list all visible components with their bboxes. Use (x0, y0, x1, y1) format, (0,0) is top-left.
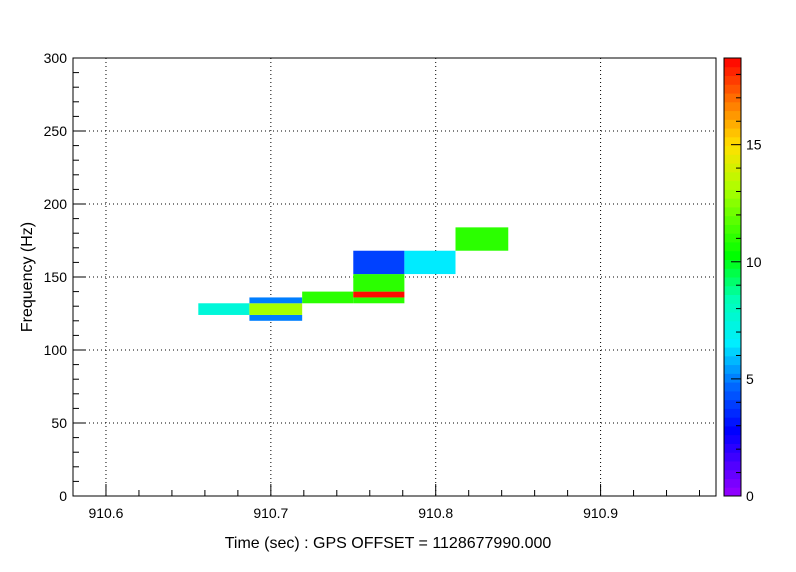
colorbar-band (724, 84, 741, 94)
colorbar-band (724, 66, 741, 77)
colorbar-band (724, 434, 741, 444)
colorbar-tick-label: 10 (746, 254, 762, 270)
colorbar-band (724, 408, 741, 418)
colorbar-band (724, 241, 741, 252)
x-axis: 910.6 910.7 910.8 910.9 (72, 484, 701, 521)
colorbar-band (724, 443, 741, 453)
y-tick-label: 100 (44, 342, 68, 358)
colorbar-band (724, 355, 741, 366)
heatmap-tile (353, 291, 405, 298)
colorbar-band (724, 285, 741, 296)
colorbar-band (724, 303, 741, 313)
colorbar-band (724, 312, 741, 322)
x-axis-title: Time (sec) : GPS OFFSET = 1128677990.000 (225, 535, 552, 552)
heatmap-tiles (198, 227, 509, 321)
colorbar-band (724, 277, 741, 287)
heatmap-tile (198, 303, 250, 315)
colorbar-band (724, 347, 741, 357)
colorbar-band (724, 154, 741, 164)
colorbar-band (724, 93, 741, 103)
colorbar-band (724, 268, 741, 278)
colorbar-band (724, 171, 741, 182)
heatmap-tile (404, 250, 456, 275)
colorbar-band (724, 329, 741, 339)
colorbar-band (724, 460, 741, 471)
heatmap-tile (455, 227, 509, 251)
colorbar-tick-label: 15 (746, 137, 762, 153)
colorbar-band (724, 233, 741, 243)
colorbar-band (724, 417, 741, 427)
colorbar-band (724, 145, 741, 155)
colorbar-band (724, 180, 741, 190)
y-tick-label: 150 (44, 269, 68, 285)
x-tick-label: 910.6 (88, 505, 123, 521)
heatmap-tile (302, 291, 354, 304)
y-tick-label: 200 (44, 196, 68, 212)
colorbar-band (724, 128, 741, 138)
colorbar-band (724, 136, 741, 147)
colorbar-band (724, 294, 741, 304)
colorbar-band (724, 119, 741, 129)
colorbar-band (724, 478, 741, 488)
x-tick-label: 910.9 (583, 505, 618, 521)
y-tick-label: 250 (44, 123, 68, 139)
heatmap-tile (353, 274, 405, 292)
heatmap-tile (249, 314, 303, 321)
colorbar-tick-label: 5 (746, 371, 754, 387)
colorbar-band (724, 75, 741, 85)
colorbar-band (724, 215, 741, 225)
colorbar-band (724, 452, 741, 462)
colorbar-band (724, 58, 741, 68)
y-tick-label: 50 (51, 415, 67, 431)
colorbar-band (724, 259, 741, 269)
y-tick-label: 0 (59, 488, 67, 504)
y-axis-title: Frequency (Hz) (19, 222, 36, 332)
colorbar-band (724, 224, 741, 234)
colorbar-band (724, 373, 741, 383)
heatmap-tile (249, 297, 303, 304)
colorbar-band (724, 487, 741, 497)
heatmap-tile (353, 297, 405, 304)
colorbar-band (724, 198, 741, 208)
colorbar-band (724, 189, 741, 199)
grid-lines (73, 58, 716, 496)
colorbar-band (724, 399, 741, 409)
y-tick-label: 300 (44, 50, 68, 66)
colorbar-band (724, 382, 741, 392)
x-tick-label: 910.7 (253, 505, 288, 521)
colorbar-band (724, 338, 741, 348)
colorbar-tick-label: 0 (746, 488, 754, 504)
colorbar-band (724, 110, 741, 120)
colorbar-band (724, 206, 741, 217)
heatmap-tile (249, 303, 303, 315)
colorbar-band (724, 101, 741, 112)
heatmap-tile (353, 250, 405, 275)
colorbar-band (724, 163, 741, 173)
colorbar-band (724, 364, 741, 374)
y-axis: 0 50 100 150 200 250 300 (44, 50, 85, 504)
colorbar-band (724, 250, 741, 260)
colorbar-band (724, 390, 741, 401)
colorbar-band (724, 425, 741, 436)
colorbar-band (724, 320, 741, 331)
colorbar-band (724, 469, 741, 479)
x-tick-label: 910.8 (418, 505, 453, 521)
colorbar: 0 5 10 15 (723, 57, 762, 504)
